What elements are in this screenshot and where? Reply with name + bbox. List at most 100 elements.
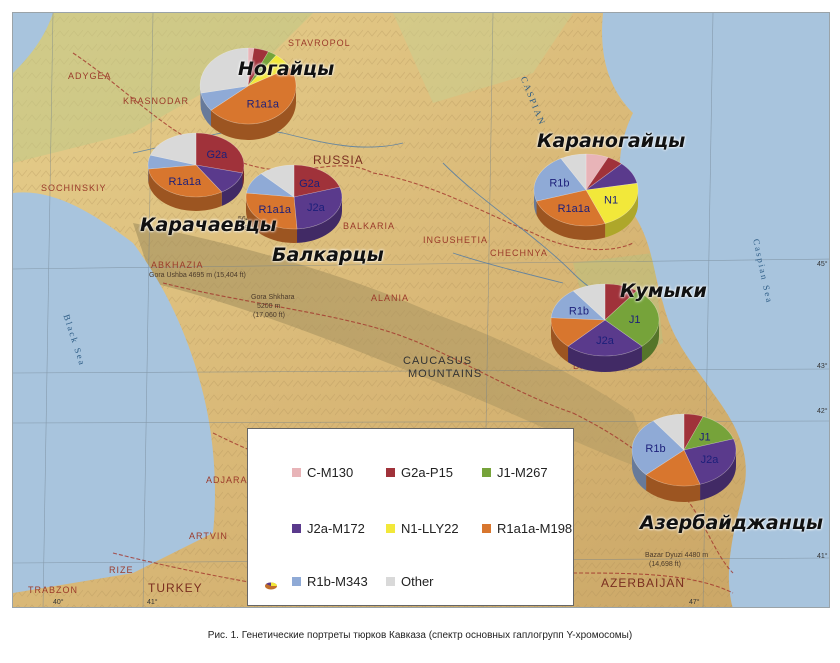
legend-swatch — [386, 468, 395, 477]
pie-slice-side — [536, 201, 606, 240]
pie-slice-side — [211, 86, 296, 141]
pie-0: R1a1a — [199, 47, 297, 141]
label-sochinsky: SOCHINSKIY — [41, 183, 107, 193]
black-sea — [13, 192, 215, 593]
legend-label: N1-LLY22 — [401, 521, 459, 536]
pie-5: J1 J2a R1b — [631, 413, 737, 503]
pie-slice — [293, 186, 343, 230]
label-rize: RIZE — [109, 565, 134, 575]
caspian-sea — [602, 13, 829, 607]
legend-swatch — [386, 524, 395, 533]
legend-item: R1a1a-M198 — [482, 521, 572, 536]
pie-slice — [247, 47, 269, 87]
group-label-kumyk: Кумыки — [620, 280, 707, 302]
legend-item: N1-LLY22 — [386, 521, 459, 536]
pie-slice — [683, 416, 734, 451]
pie-slice-side — [534, 190, 537, 216]
legend-swatch — [292, 524, 301, 533]
pie-slice — [567, 319, 643, 357]
label-adjara: ADJARA — [206, 475, 248, 485]
grid-lat-43: 43° — [817, 363, 828, 370]
peak-shkhara-1: Gora Shkhara — [251, 294, 295, 301]
legend-label: G2a-P15 — [401, 465, 454, 480]
grid-lat-41: 41° — [817, 553, 828, 560]
group-label-nogai: Ногайцы — [238, 58, 335, 80]
pie-slice-label: J2a — [701, 454, 720, 466]
legend-label: R1a1a-M198 — [497, 521, 573, 536]
pie-slice — [247, 47, 255, 87]
label-abkhazia: ABKHAZIA — [151, 260, 204, 270]
legend-swatch — [292, 468, 301, 477]
pie-slice — [245, 192, 298, 230]
label-trabzon: TRABZON — [28, 585, 79, 595]
legend-label: C-M130 — [307, 465, 354, 480]
pie-slice-label: N1 — [604, 195, 618, 207]
pie-slice-side — [200, 93, 212, 127]
pie-slice-side — [200, 86, 201, 110]
legend-item: R1b-M343 — [292, 574, 368, 589]
label-chechnya: CHECHNYA — [490, 248, 548, 258]
pie-slice-label: J2a — [307, 202, 326, 214]
pie-slice — [572, 283, 606, 321]
group-label-azeri: Азербайджанцы — [640, 512, 824, 534]
pie-slice — [585, 163, 638, 191]
pie-slice-label: J1 — [699, 431, 711, 443]
grid-lon-40: 40° — [53, 599, 64, 606]
pie-slice-side — [242, 165, 244, 187]
pie-slice — [147, 154, 197, 170]
label-alania: ALANIA — [371, 293, 410, 303]
legend-label: R1b-M343 — [307, 574, 368, 589]
pie-slice — [247, 54, 291, 87]
label-artvin: ARTVIN — [189, 531, 228, 541]
group-label-balkar: Балкарцы — [272, 244, 384, 266]
pie-slice-side — [297, 197, 342, 243]
pie-slice-side — [700, 450, 736, 501]
peak-ushba: Gora Ushba 4695 m (15,404 ft) — [149, 272, 246, 279]
pie-slice — [210, 67, 297, 125]
pie-slice-label: J1 — [629, 314, 641, 326]
grid-lon-47: 47° — [689, 599, 700, 606]
pie-slice-side — [568, 346, 642, 372]
legend-label: J1-M267 — [497, 465, 548, 480]
legend-label: J2a-M172 — [307, 521, 365, 536]
pie-slice-label: R1a1a — [558, 203, 591, 215]
pie-slice — [683, 413, 704, 452]
pie-slice-side — [148, 169, 222, 211]
pie-slice-label: R1a1a — [247, 98, 280, 110]
legend-item: J1-M267 — [482, 465, 548, 480]
legend-swatch — [482, 468, 491, 477]
pie-4: J1 J2a R1b — [550, 283, 660, 372]
pie-slice-label: R1b — [549, 178, 569, 190]
label-ingushetia: INGUSHETIA — [423, 235, 489, 245]
pie-2: G2a J2a R1a1a — [245, 164, 343, 243]
grid-lon-41: 41° — [147, 599, 158, 606]
pie-slice — [148, 164, 223, 198]
pie-slice-side — [646, 474, 701, 503]
pie-slice — [604, 290, 660, 347]
pie-slice-label: G2a — [206, 149, 228, 161]
pie-3: N1 R1a1a R1b — [533, 153, 639, 240]
peak-bazar-2: (14,698 ft) — [649, 561, 681, 568]
pie-slice-side — [632, 450, 647, 491]
pie-slice — [683, 438, 737, 485]
label-azerbaijan: AZERBAIJAN — [601, 576, 686, 590]
legend-item: G2a-P15 — [386, 465, 453, 480]
pie-slice-side — [246, 197, 298, 243]
pie-slice — [604, 283, 638, 321]
mini-pie-icon — [265, 582, 277, 590]
pie-slice — [260, 164, 295, 198]
pie-slice — [536, 189, 606, 227]
label-turkey: TURKEY — [148, 581, 203, 595]
pie-slice — [199, 47, 249, 94]
pie-slice-label: R1a1a — [169, 176, 202, 188]
pie-slice — [200, 85, 249, 111]
legend-swatch — [482, 524, 491, 533]
grid-lat-42: 42° — [817, 408, 828, 415]
peak-bazar-1: Bazar Dyuzi 4480 m — [645, 552, 709, 559]
legend: C-M130 G2a-P15 J1-M267 J2a-M172 N1-LLY22… — [247, 428, 574, 606]
peak-shkhara-3: (17,060 ft) — [253, 312, 285, 319]
pie-slice — [533, 158, 587, 202]
pie-slice-label: J2a — [596, 335, 615, 347]
pie-1: G2a R1a1a — [147, 132, 245, 211]
